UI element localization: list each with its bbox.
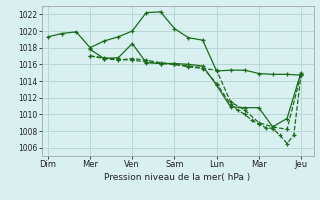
X-axis label: Pression niveau de la mer( hPa ): Pression niveau de la mer( hPa ) xyxy=(104,173,251,182)
